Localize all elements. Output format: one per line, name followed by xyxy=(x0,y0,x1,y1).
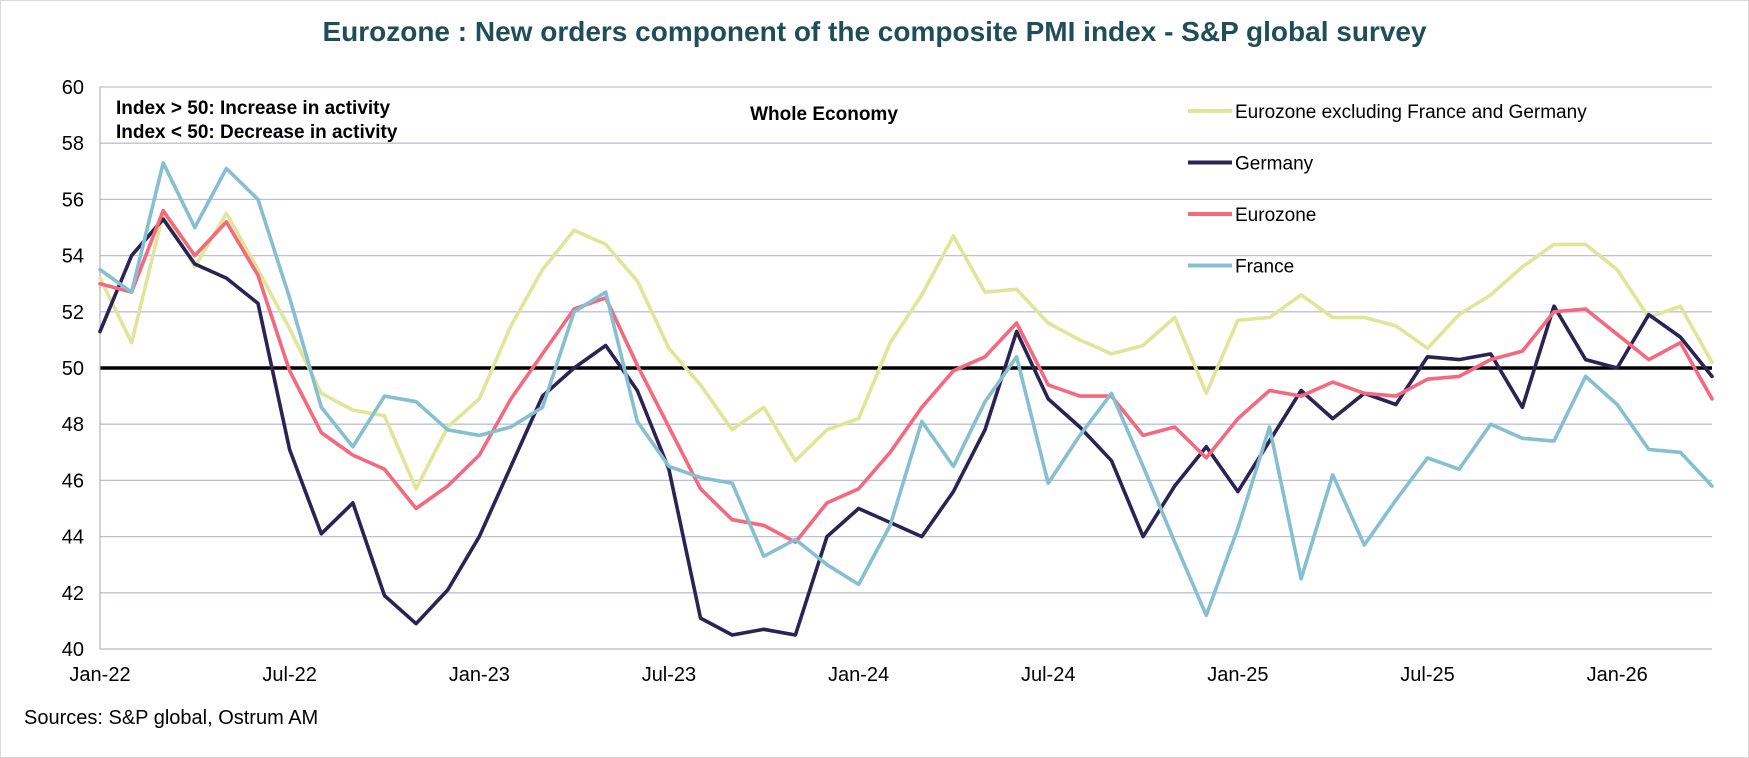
y-tick-label: 54 xyxy=(62,246,84,268)
series-line-3 xyxy=(98,161,1714,618)
y-tick-label: 58 xyxy=(62,133,84,155)
y-tick-label: 42 xyxy=(62,583,84,605)
gridlines xyxy=(100,86,1712,594)
y-tick-label: 56 xyxy=(62,189,84,211)
y-tick-label: 60 xyxy=(62,77,84,99)
source-note: Sources: S&P global, Ostrum AM xyxy=(24,707,319,729)
x-tick-label: Jan-25 xyxy=(1207,664,1268,686)
annotation-decrease: Index < 50: Decrease in activity xyxy=(116,122,398,143)
chart-title: Eurozone : New orders component of the c… xyxy=(322,16,1427,47)
x-tick-label: Jul-22 xyxy=(262,664,316,686)
annotation-increase: Index > 50: Increase in activity xyxy=(116,98,390,119)
series-line-2 xyxy=(98,208,1714,545)
x-tick-label: Jan-22 xyxy=(69,664,130,686)
y-tick-label: 52 xyxy=(62,302,84,324)
x-tick-label: Jan-24 xyxy=(828,664,889,686)
series-line-1 xyxy=(98,217,1714,637)
y-tick-label: 50 xyxy=(62,358,84,380)
y-tick-label: 46 xyxy=(62,470,84,492)
x-tick-label: Jul-23 xyxy=(642,664,696,686)
axes xyxy=(99,87,1712,650)
legend-label: France xyxy=(1235,257,1294,278)
legend: Eurozone excluding France and Germany Ger… xyxy=(1188,102,1587,278)
x-tick-label: Jul-24 xyxy=(1021,664,1075,686)
legend-label: Germany xyxy=(1235,154,1314,175)
y-tick-label: 44 xyxy=(62,527,84,549)
x-tick-label: Jan-26 xyxy=(1587,664,1648,686)
legend-label: Eurozone excluding France and Germany xyxy=(1235,102,1587,123)
y-tick-label: 40 xyxy=(62,639,84,661)
legend-label: Eurozone xyxy=(1235,205,1316,226)
x-tick-label: Jul-25 xyxy=(1400,664,1454,686)
y-tick-label: 48 xyxy=(62,414,84,436)
series-lines xyxy=(98,161,1714,637)
y-tick-labels: 40 42 44 46 48 50 52 54 56 58 60 xyxy=(62,77,84,661)
x-tick-labels: Jan-22 Jul-22 Jan-23 Jul-23 Jan-24 Jul-24 Jan-… xyxy=(69,664,1647,686)
x-tick-label: Jan-23 xyxy=(449,664,510,686)
series-line-0 xyxy=(98,211,1714,491)
chart-subtitle: Whole Economy xyxy=(750,104,898,125)
